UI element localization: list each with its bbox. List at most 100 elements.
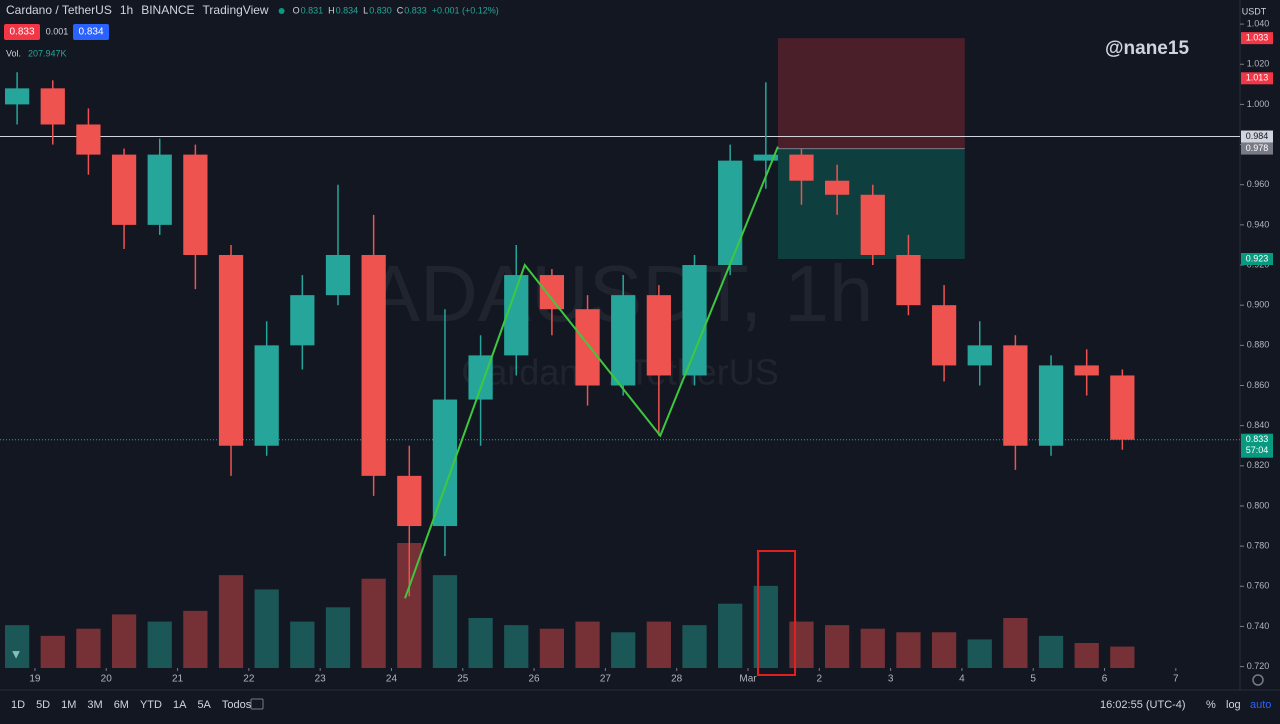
volume-bar bbox=[646, 621, 671, 668]
volume-bar bbox=[1074, 643, 1099, 668]
price-mark-bg bbox=[1241, 72, 1273, 85]
ohlc-key: L bbox=[363, 5, 368, 15]
volume-label: Vol. bbox=[6, 48, 21, 58]
volume-bar bbox=[468, 618, 493, 668]
candle-body bbox=[290, 295, 315, 346]
candle-body bbox=[718, 160, 743, 266]
range-button[interactable]: 6M bbox=[114, 699, 129, 711]
price-mark: 1.013 bbox=[1246, 73, 1269, 83]
calendar-icon[interactable] bbox=[250, 698, 264, 710]
x-tick-label: 7 bbox=[1173, 674, 1179, 685]
settings-icon[interactable] bbox=[1252, 674, 1264, 686]
y-tick-label: 0.860 bbox=[1247, 380, 1270, 390]
buy-button[interactable] bbox=[73, 24, 109, 40]
y-tick-label: 0.960 bbox=[1247, 179, 1270, 189]
candle-body bbox=[1003, 345, 1028, 446]
volume-bar bbox=[682, 625, 707, 668]
log-toggle[interactable]: log bbox=[1226, 699, 1241, 711]
range-button[interactable]: 5A bbox=[197, 699, 211, 711]
volume-bar bbox=[4, 625, 30, 668]
ohlc-value: 0.830 bbox=[369, 5, 392, 15]
y-tick-label: 0.760 bbox=[1247, 581, 1270, 591]
currency-label[interactable]: USDT bbox=[1242, 6, 1267, 16]
candle-body bbox=[611, 295, 636, 386]
x-tick-label: 28 bbox=[671, 674, 683, 685]
ohlc-key: C bbox=[397, 5, 404, 15]
percent-toggle[interactable]: % bbox=[1206, 699, 1216, 711]
candle-body bbox=[539, 275, 565, 310]
candle-body bbox=[1110, 375, 1135, 440]
auto-toggle[interactable]: auto bbox=[1250, 699, 1271, 711]
candle-body bbox=[254, 345, 279, 446]
volume-bar bbox=[789, 621, 814, 668]
price-mark: 0.984 bbox=[1246, 131, 1269, 141]
tv-logo-text: ▼ bbox=[10, 646, 23, 661]
y-tick-label: 0.800 bbox=[1247, 500, 1270, 510]
y-tick-label: 0.820 bbox=[1247, 460, 1270, 470]
y-tick-label: 0.900 bbox=[1247, 300, 1270, 310]
ohlc-value: 0.834 bbox=[336, 5, 359, 15]
candle-body bbox=[896, 254, 921, 306]
y-tick-label: 1.040 bbox=[1247, 18, 1270, 28]
y-tick-label: 0.740 bbox=[1247, 621, 1270, 631]
range-button[interactable]: Todos bbox=[222, 699, 252, 711]
x-tick-label: 22 bbox=[243, 674, 255, 685]
ohlc-value: 0.831 bbox=[301, 5, 324, 15]
x-tick-label: 19 bbox=[29, 674, 41, 685]
volume-bar bbox=[325, 607, 351, 668]
sell-price: 0.833 bbox=[9, 27, 34, 38]
x-tick-label: 27 bbox=[600, 674, 612, 685]
exchange: BINANCE bbox=[141, 3, 194, 17]
x-tick-label: 21 bbox=[172, 674, 184, 685]
entry-label: 0.978 bbox=[1246, 143, 1269, 153]
y-tick-label: 1.000 bbox=[1247, 99, 1270, 109]
range-button[interactable]: 3M bbox=[87, 699, 102, 711]
range-button[interactable]: 1D bbox=[11, 699, 25, 711]
volume-bar bbox=[504, 625, 529, 668]
ohlc-value: 0.833 bbox=[404, 5, 427, 15]
last-price-label: 0.833 bbox=[1246, 434, 1269, 444]
author: @nane15 bbox=[1105, 38, 1189, 59]
range-button[interactable]: YTD bbox=[140, 699, 162, 711]
volume-bar bbox=[967, 639, 992, 668]
ohlc-key: O bbox=[293, 5, 300, 15]
range-button[interactable]: 1A bbox=[173, 699, 187, 711]
sell-button[interactable] bbox=[4, 24, 40, 40]
candle-body bbox=[361, 254, 386, 476]
candle-body bbox=[789, 154, 814, 181]
candle-body bbox=[860, 194, 885, 255]
x-tick-label: 24 bbox=[386, 674, 398, 685]
candle-body bbox=[682, 265, 707, 376]
x-tick-label: 2 bbox=[817, 674, 823, 685]
candle-body bbox=[1038, 365, 1064, 446]
y-tick-label: 0.780 bbox=[1247, 541, 1270, 551]
volume-bar bbox=[1003, 618, 1028, 668]
countdown: 57:04 bbox=[1246, 445, 1269, 455]
volume-value: 207.947K bbox=[28, 48, 67, 58]
tv-logo[interactable] bbox=[4, 645, 28, 665]
candle-body bbox=[76, 124, 101, 155]
volume-bar bbox=[290, 621, 315, 668]
y-tick-label: 0.840 bbox=[1247, 420, 1270, 430]
range-button[interactable]: 5D bbox=[36, 699, 50, 711]
volume-bar bbox=[147, 621, 172, 668]
target-label-bg bbox=[1241, 253, 1273, 266]
y-tick-label: 1.020 bbox=[1247, 59, 1270, 69]
candle-body bbox=[931, 305, 957, 366]
entry-label-bg bbox=[1241, 142, 1273, 155]
target-label: 0.923 bbox=[1246, 253, 1269, 263]
source: TradingView bbox=[203, 3, 269, 17]
range-button[interactable]: 1M bbox=[61, 699, 76, 711]
candle-body bbox=[575, 309, 600, 386]
price-mark-bg bbox=[1241, 130, 1273, 143]
volume-bar bbox=[611, 632, 636, 668]
candle-body bbox=[753, 154, 778, 161]
candle-body bbox=[397, 475, 422, 527]
interval: 1h bbox=[120, 3, 133, 17]
x-tick-label: 6 bbox=[1102, 674, 1108, 685]
x-tick-label: 23 bbox=[315, 674, 327, 685]
x-tick-label: 26 bbox=[529, 674, 541, 685]
x-tick-label: 25 bbox=[457, 674, 469, 685]
volume-bar bbox=[254, 589, 279, 668]
candle-body bbox=[218, 254, 244, 446]
